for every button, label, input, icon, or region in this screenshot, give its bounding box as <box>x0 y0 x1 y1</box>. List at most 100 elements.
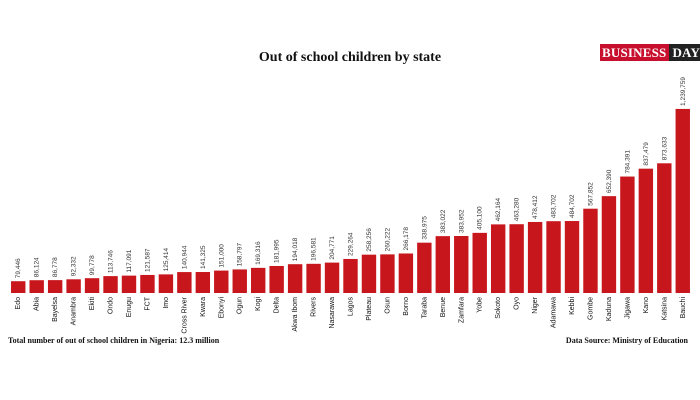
value-label: 260,222 <box>384 227 391 251</box>
logo-business-text: BUSINESS <box>600 44 670 61</box>
bar-edo <box>11 281 26 293</box>
category-label: Rivers <box>311 297 318 317</box>
category-label: Ebonyi <box>218 297 225 319</box>
bar-adamawa <box>546 221 561 293</box>
category-label: Jigawa <box>624 297 631 319</box>
bar-bayelsa <box>47 280 63 293</box>
bar-kwara <box>195 272 211 293</box>
category-label: Kebbi <box>569 297 576 315</box>
bar-benue <box>435 236 450 293</box>
value-label: 383,022 <box>440 209 447 233</box>
value-label: 121,587 <box>144 248 151 272</box>
bar-oyo <box>509 224 524 293</box>
value-label: 79,446 <box>15 258 22 278</box>
source-footnote: Data Source: Ministry of Education <box>565 336 688 345</box>
value-label: 258,256 <box>366 228 373 252</box>
value-label: 113,746 <box>108 250 115 273</box>
category-label: Yobe <box>477 297 484 313</box>
bar-ekiti <box>84 278 100 293</box>
logo-day-text: DAY <box>669 44 700 61</box>
category-label: Niger <box>532 296 539 313</box>
bar-plateau <box>361 254 377 293</box>
businessday-logo: BUSINESS DAY <box>600 44 700 61</box>
bar-enugu <box>121 275 137 293</box>
value-label: 86,778 <box>52 257 59 277</box>
value-label: 196,581 <box>311 237 318 261</box>
value-label: 229,264 <box>348 232 355 256</box>
value-label: 151,000 <box>218 244 225 268</box>
value-label: 141,325 <box>200 245 207 269</box>
category-label: Enugu <box>126 297 133 317</box>
bar-rivers <box>306 263 321 293</box>
category-label: Kogi <box>255 297 262 311</box>
category-label: Kaduna <box>606 297 613 321</box>
value-label: 478,412 <box>532 195 539 219</box>
value-label: 125,414 <box>163 247 170 271</box>
total-footnote: Total number of out of school children i… <box>8 336 220 345</box>
bar-nasarawa <box>324 262 340 293</box>
category-label: Sokoto <box>495 297 502 319</box>
bar-jigawa <box>620 176 635 293</box>
value-label: 784,391 <box>624 150 631 174</box>
value-label: 873,633 <box>661 136 668 160</box>
value-label: 383,952 <box>458 209 465 233</box>
category-label: Kwara <box>200 297 207 317</box>
bar-taraba <box>417 242 432 293</box>
category-label: Cross River <box>181 296 188 333</box>
category-label: Katsina <box>661 297 668 320</box>
bar-kaduna <box>601 196 617 293</box>
bar-zamfara <box>454 236 469 293</box>
bar-cross-river <box>177 272 192 293</box>
value-label: 117,091 <box>126 249 133 272</box>
category-label: Ogun <box>237 297 244 314</box>
bar-osun <box>380 254 395 293</box>
value-label: 483,702 <box>551 194 558 218</box>
category-label: Bayelsa <box>52 297 59 322</box>
category-label: Osun <box>384 297 391 314</box>
bar-imo <box>158 274 174 293</box>
value-label: 837,479 <box>643 142 650 166</box>
bar-abia <box>29 280 44 293</box>
value-label: 567,852 <box>587 182 594 206</box>
value-label: 92,332 <box>71 256 78 276</box>
category-label: Gombe <box>587 297 594 320</box>
category-label: Anambra <box>71 297 78 326</box>
category-label: Taraba <box>421 297 428 319</box>
bar-sokoto <box>490 224 506 293</box>
value-label: 338,975 <box>421 216 428 240</box>
value-label: 194,018 <box>292 237 299 261</box>
bar-lagos <box>343 258 358 293</box>
value-label: 1,239,759 <box>680 77 687 106</box>
category-label: Borno <box>403 297 410 316</box>
bar-ogun <box>232 269 247 293</box>
value-label: 204,771 <box>329 236 336 260</box>
category-label: FCT <box>144 296 151 310</box>
bar-katsina <box>657 163 672 293</box>
value-label: 462,164 <box>495 198 502 222</box>
category-label: Ondo <box>108 297 115 314</box>
value-label: 405,100 <box>477 206 484 230</box>
bar-kano <box>638 168 654 293</box>
chart-title: Out of school children by state <box>258 50 442 65</box>
category-label: Benue <box>440 297 447 317</box>
category-label: Kano <box>643 297 650 313</box>
bar-akwa-ibom <box>287 264 303 293</box>
value-label: 463,280 <box>514 197 521 221</box>
value-label: 484,702 <box>569 194 576 218</box>
bar-ebonyi <box>214 270 229 293</box>
bar-bauchi <box>675 108 690 293</box>
bar-kebbi <box>564 221 580 293</box>
bar-borno <box>398 253 414 293</box>
bar-fct <box>140 274 155 293</box>
bar-ondo <box>103 276 118 293</box>
bar-delta <box>269 265 284 293</box>
bar-niger <box>527 221 543 293</box>
value-label: 266,178 <box>403 227 410 251</box>
category-label: Plateau <box>366 297 373 321</box>
category-label: Zamfara <box>458 297 465 323</box>
category-label: Delta <box>274 297 281 313</box>
value-label: 169,316 <box>255 241 262 265</box>
value-label: 181,995 <box>274 239 281 263</box>
